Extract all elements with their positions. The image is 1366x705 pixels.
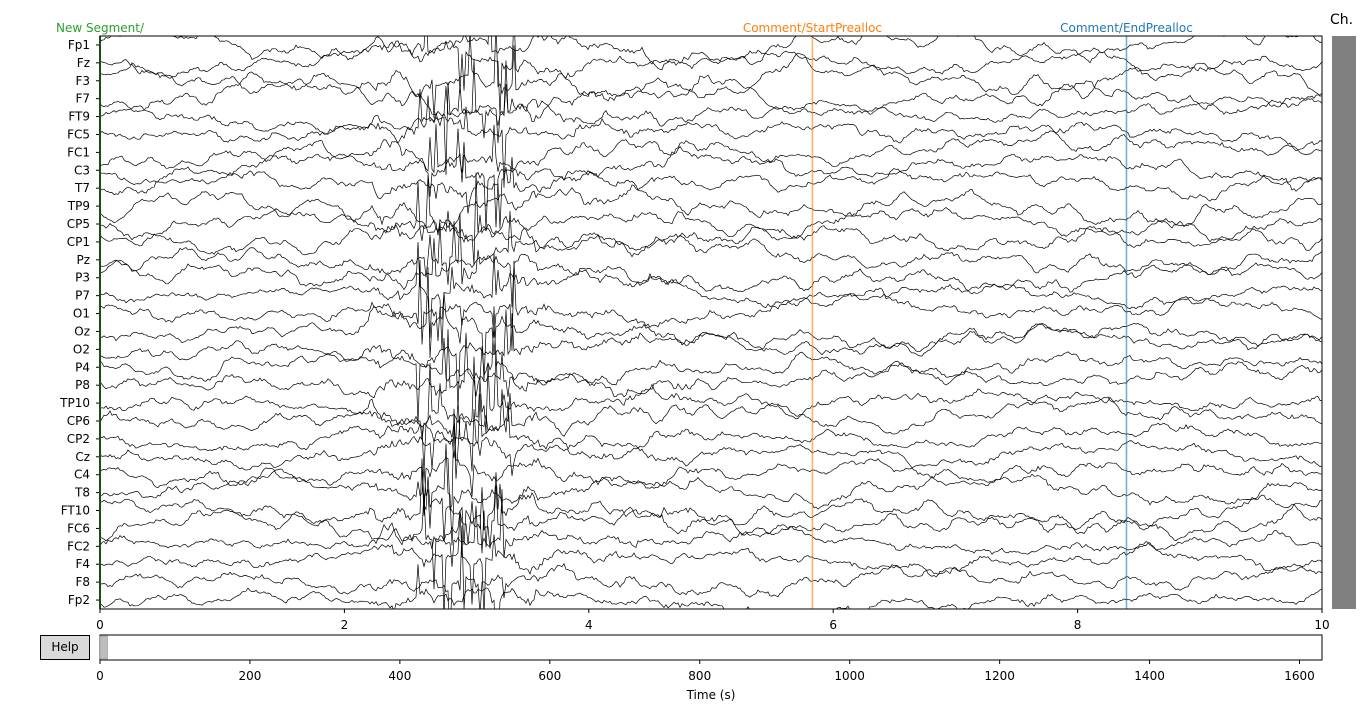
plot-frame (99, 35, 1323, 610)
channel-label-p7[interactable]: P7 (75, 289, 90, 303)
channel-trace-pz (100, 210, 1322, 285)
channel-trace-f4 (100, 510, 1322, 609)
channel-trace-p7 (100, 242, 1322, 351)
channel-trace-cp1 (100, 210, 1322, 256)
channel-trace-tp10 (100, 350, 1322, 479)
channel-label-f8[interactable]: F8 (75, 575, 90, 589)
channel-trace-fc5 (100, 95, 1322, 188)
channel-label-ft10[interactable]: FT10 (61, 504, 90, 518)
channel-label-c4[interactable]: C4 (74, 468, 90, 482)
channel-label-cp6[interactable]: CP6 (67, 414, 90, 428)
overview-tick-label: 1400 (1134, 669, 1165, 683)
x-tick-label: 2 (341, 618, 349, 632)
channel-trace-f3 (100, 36, 1322, 119)
channel-trace-c4 (100, 408, 1322, 516)
channel-label-p4[interactable]: P4 (75, 360, 90, 374)
time-overview-bar[interactable] (99, 634, 1323, 661)
channel-label-cp5[interactable]: CP5 (67, 217, 90, 231)
channel-trace-cz (100, 421, 1322, 476)
channel-trace-p3 (100, 213, 1322, 308)
x-tick-label: 0 (96, 618, 104, 632)
channel-trace-fc2 (100, 489, 1322, 567)
channel-label-fc5[interactable]: FC5 (67, 127, 90, 141)
channel-label-cp2[interactable]: CP2 (67, 432, 90, 446)
channel-trace-fc6 (100, 485, 1322, 590)
channel-label-t7[interactable]: T7 (74, 181, 90, 195)
channel-label-f4[interactable]: F4 (75, 557, 90, 571)
overview-tick-label: 0 (96, 669, 104, 683)
channel-trace-f8 (100, 525, 1322, 609)
channel-trace-p8 (100, 329, 1322, 399)
channel-trace-ft10 (100, 458, 1322, 554)
overview-tick-label: 200 (238, 669, 261, 683)
channel-label-p8[interactable]: P8 (75, 378, 90, 392)
channel-label-fp1[interactable]: Fp1 (68, 38, 90, 52)
overview-tick-label: 400 (388, 669, 411, 683)
channel-label-pz[interactable]: Pz (76, 253, 90, 267)
overview-tick-label: 1000 (834, 669, 865, 683)
channel-trace-t8 (100, 443, 1322, 546)
channel-label-f7[interactable]: F7 (75, 92, 90, 106)
channel-label-fc1[interactable]: FC1 (67, 145, 90, 159)
channel-label-fp2[interactable]: Fp2 (68, 593, 90, 607)
x-tick-label: 4 (585, 618, 593, 632)
annotation-label-3: Comment/EndPrealloc (1060, 21, 1193, 35)
channel-trace-p4 (100, 306, 1322, 425)
channel-trace-f7 (100, 58, 1322, 144)
channel-label-fc2[interactable]: FC2 (67, 539, 90, 553)
channel-trace-fp2 (100, 564, 1322, 609)
channel-label-fz[interactable]: Fz (77, 56, 90, 70)
annotation-label-1: New Segment/ (56, 21, 145, 35)
time-window-handle[interactable] (99, 635, 108, 660)
annotation-label-2: Comment/StartPrealloc (743, 21, 882, 35)
channel-label-tp10[interactable]: TP10 (59, 396, 90, 410)
channel-trace-cp5 (100, 172, 1322, 266)
channel-label-tp9[interactable]: TP9 (67, 199, 90, 213)
channel-trace-cp2 (100, 389, 1322, 472)
x-tick-label: 8 (1074, 618, 1082, 632)
channel-label-f3[interactable]: F3 (75, 74, 90, 88)
overview-tick-label: 600 (538, 669, 561, 683)
channel-label-ft9[interactable]: FT9 (68, 110, 90, 124)
x-tick-label: 10 (1314, 618, 1329, 632)
channel-trace-ft9 (100, 60, 1322, 176)
channel-trace-c3 (100, 123, 1322, 231)
overview-tick-label: 800 (688, 669, 711, 683)
channel-trace-fz (100, 36, 1322, 116)
channel-trace-oz (100, 266, 1322, 382)
channel-label-cp1[interactable]: CP1 (67, 235, 90, 249)
channel-label-o2[interactable]: O2 (73, 342, 90, 356)
overview-tick-label: 1600 (1284, 669, 1315, 683)
channel-scrollbar[interactable] (1332, 36, 1356, 609)
channel-trace-cp6 (100, 362, 1322, 474)
channel-label-cz[interactable]: Cz (75, 450, 90, 464)
channel-trace-o2 (100, 309, 1322, 409)
channel-label-c3[interactable]: C3 (74, 163, 90, 177)
channel-label-oz[interactable]: Oz (74, 324, 90, 338)
channel-trace-tp9 (100, 174, 1322, 236)
channel-label-p3[interactable]: P3 (75, 271, 90, 285)
channel-scroll-title: Ch. (1330, 12, 1354, 28)
help-button[interactable]: Help (40, 635, 90, 660)
channel-label-fc6[interactable]: FC6 (67, 521, 90, 535)
channel-trace-fp1 (100, 36, 1322, 71)
channel-trace-o1 (100, 259, 1322, 351)
channel-label-t8[interactable]: T8 (74, 486, 90, 500)
channel-trace-fc1 (100, 124, 1322, 197)
channel-trace-t7 (100, 156, 1322, 229)
channel-label-o1[interactable]: O1 (73, 307, 90, 321)
overview-tick-label: 1200 (984, 669, 1015, 683)
x-tick-label: 6 (829, 618, 837, 632)
overview-xlabel: Time (s) (686, 688, 736, 702)
